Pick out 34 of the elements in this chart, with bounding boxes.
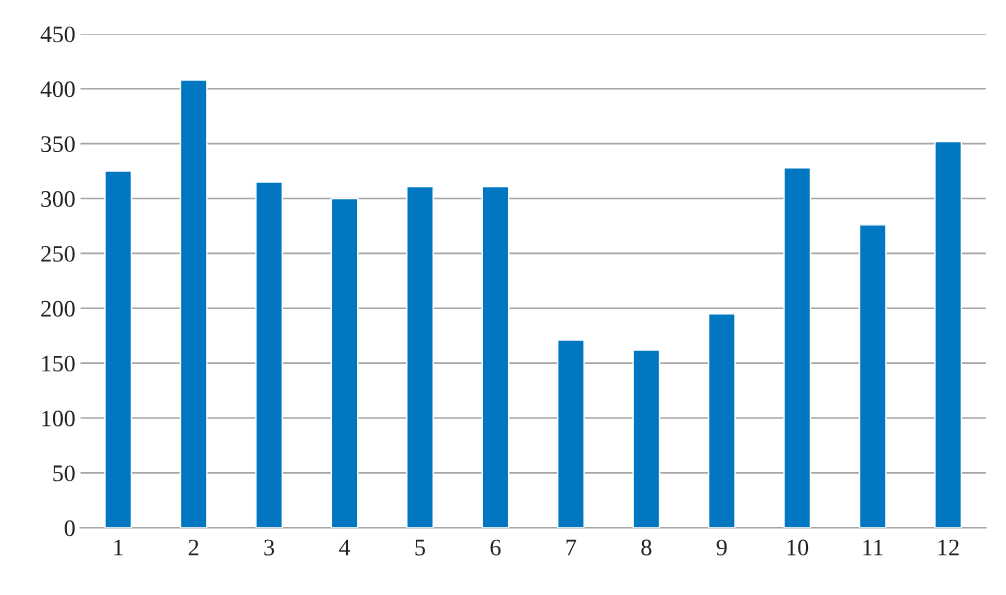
y-tick-label: 350 bbox=[41, 136, 75, 153]
x-tick-label: 11 bbox=[863, 539, 883, 556]
bar bbox=[632, 349, 661, 528]
x-tick-label: 2 bbox=[188, 539, 199, 556]
bar bbox=[179, 79, 208, 528]
bar bbox=[783, 167, 812, 528]
bar bbox=[406, 185, 434, 528]
x-tick-label: 5 bbox=[415, 539, 425, 556]
y-tick-label: 250 bbox=[41, 245, 75, 262]
x-tick-label: 4 bbox=[339, 539, 351, 556]
bar bbox=[330, 197, 359, 528]
bar bbox=[557, 339, 585, 528]
x-tick-label: 12 bbox=[938, 539, 959, 556]
x-tick-label: 7 bbox=[566, 539, 577, 556]
x-tick-label: 6 bbox=[490, 539, 501, 556]
y-tick-label: 150 bbox=[42, 355, 75, 372]
y-tick-label: 100 bbox=[42, 410, 75, 427]
y-tick-label: 0 bbox=[64, 520, 75, 537]
bar bbox=[858, 224, 887, 528]
x-tick-label: 3 bbox=[264, 539, 275, 556]
bar bbox=[934, 140, 963, 528]
x-tick-label: 10 bbox=[787, 539, 809, 556]
bar bbox=[255, 181, 284, 528]
bar bbox=[104, 170, 133, 528]
bar bbox=[481, 185, 510, 528]
y-tick-label: 300 bbox=[41, 191, 75, 207]
x-tick-label: 9 bbox=[716, 539, 727, 556]
x-tick-label: 1 bbox=[114, 539, 123, 556]
x-tick-label: 8 bbox=[641, 539, 652, 556]
y-tick-label: 450 bbox=[40, 26, 75, 43]
bar bbox=[707, 313, 736, 528]
y-tick-label: 400 bbox=[40, 81, 75, 98]
y-tick-label: 50 bbox=[53, 465, 75, 482]
y-tick-label: 200 bbox=[41, 300, 75, 317]
